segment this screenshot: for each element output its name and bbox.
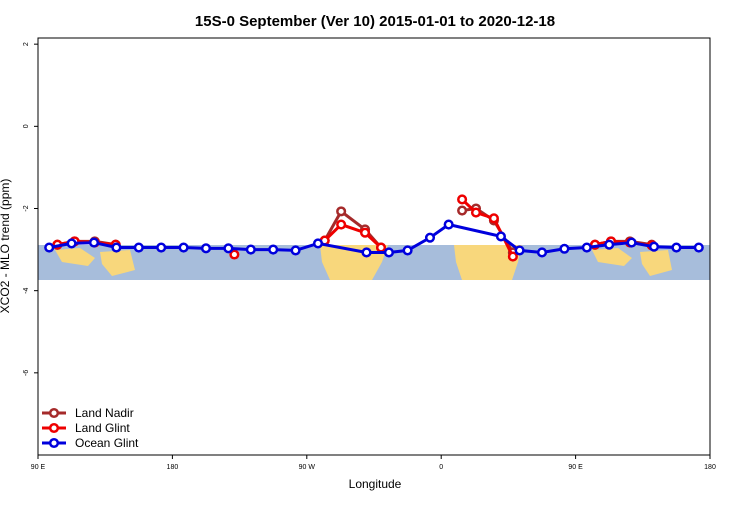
data-point — [44, 242, 55, 253]
data-point — [245, 244, 256, 255]
x-tick-label: 0 — [439, 464, 443, 471]
legend-marker — [48, 437, 60, 449]
map-background — [38, 245, 710, 280]
data-point — [488, 213, 499, 224]
data-point — [604, 239, 615, 250]
data-point — [507, 251, 518, 262]
data-point — [229, 249, 240, 260]
y-tick-label: -2 — [23, 205, 30, 211]
data-point — [457, 205, 468, 216]
data-point — [336, 206, 347, 217]
data-point — [290, 245, 301, 256]
data-point — [375, 242, 387, 253]
data-point — [470, 207, 482, 218]
data-point — [536, 247, 548, 258]
x-tick-label: 90 E — [568, 464, 583, 471]
legend-marker — [48, 407, 60, 419]
x-tick-label: 90 E — [31, 464, 46, 471]
data-point — [111, 242, 122, 253]
data-point — [156, 242, 167, 253]
y-tick-label: -4 — [23, 287, 30, 293]
data-point — [223, 243, 234, 254]
series-line — [48, 222, 699, 254]
x-tick-label: 90 W — [299, 464, 316, 471]
x-tick-label: 180 — [704, 464, 716, 471]
y-tick-label: 2 — [23, 42, 30, 46]
data-point — [359, 227, 371, 238]
data-point — [383, 247, 394, 258]
data-point — [514, 245, 525, 256]
data-point — [671, 242, 682, 253]
data-point — [312, 238, 324, 249]
y-axis-label: XCO2 - MLO trend (ppm) — [0, 179, 12, 314]
data-point — [133, 242, 144, 253]
y-tick-label: -6 — [23, 370, 30, 376]
legend-label: Ocean Glint — [75, 436, 139, 450]
data-point — [693, 242, 704, 253]
legend-label: Land Glint — [75, 421, 130, 435]
x-axis-label: Longitude — [349, 477, 402, 491]
data-point — [457, 194, 468, 205]
chart-title: 15S-0 September (Ver 10) 2015-01-01 to 2… — [195, 13, 555, 30]
data-point — [495, 231, 506, 242]
data-point — [336, 219, 347, 230]
data-point — [66, 238, 77, 249]
data-point — [581, 242, 592, 253]
legend-marker — [48, 422, 60, 434]
data-point — [443, 219, 454, 230]
data-point — [648, 241, 660, 252]
data-point — [559, 243, 570, 254]
data-point — [88, 237, 100, 248]
x-tick-label: 180 — [167, 464, 179, 471]
data-point — [178, 242, 189, 253]
data-point — [424, 232, 436, 243]
data-point — [268, 244, 279, 255]
data-point — [626, 237, 637, 248]
data-point — [402, 245, 413, 256]
data-point — [200, 243, 212, 254]
legend-label: Land Nadir — [75, 406, 134, 420]
data-point — [361, 247, 372, 258]
y-tick-label: 0 — [23, 124, 30, 128]
plot-frame — [37, 37, 711, 456]
